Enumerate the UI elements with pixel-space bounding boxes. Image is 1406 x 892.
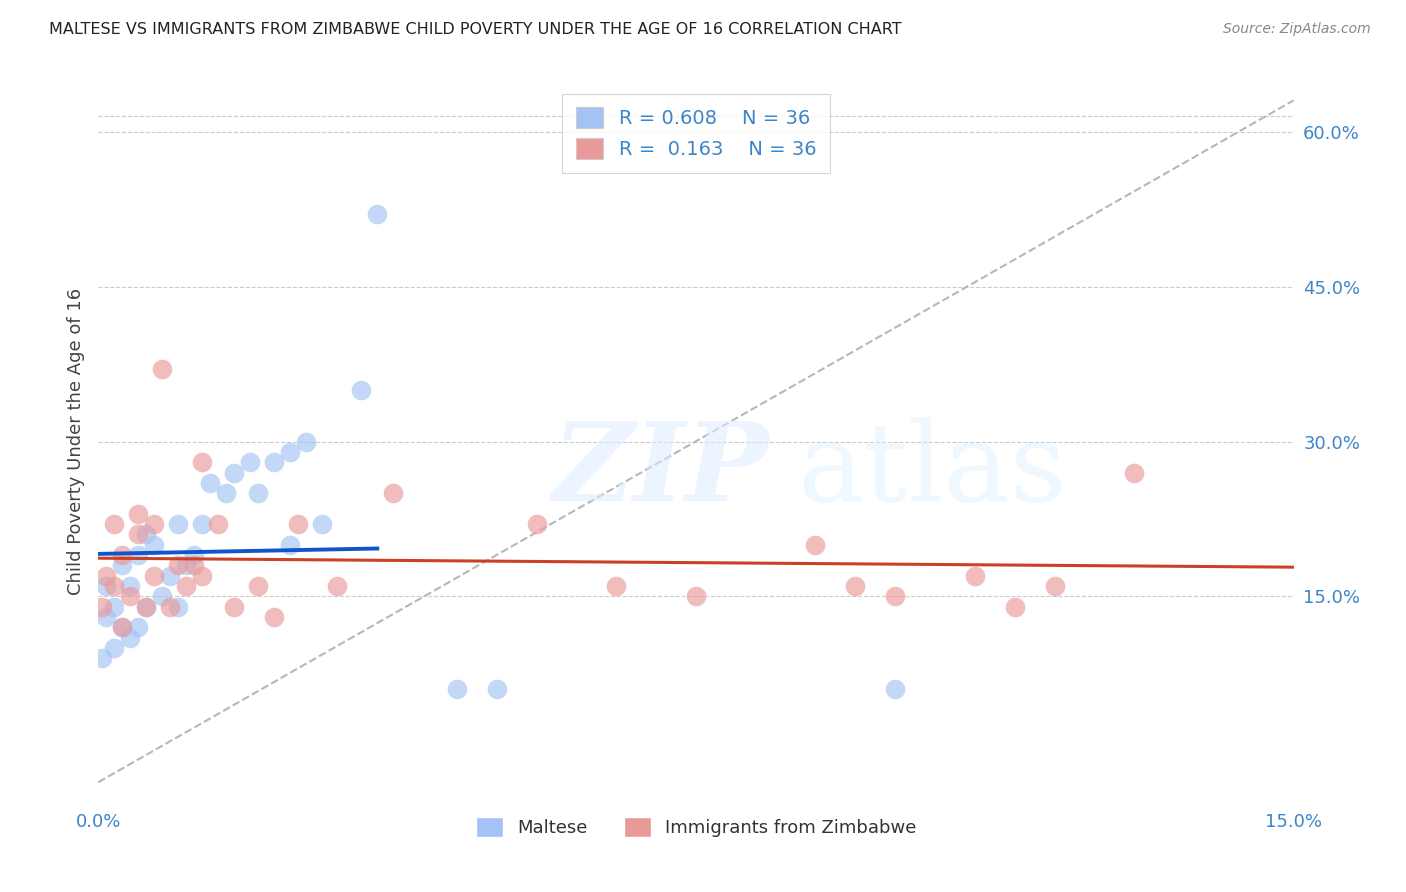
Point — [183, 558, 205, 573]
Point — [198, 475, 221, 490]
Point — [222, 466, 245, 480]
Point — [246, 486, 269, 500]
Point — [127, 527, 149, 541]
Point — [174, 579, 197, 593]
Point — [120, 590, 142, 604]
Point — [103, 579, 125, 593]
Point — [167, 599, 190, 614]
Point — [191, 517, 214, 532]
Point — [183, 548, 205, 562]
Point — [127, 548, 149, 562]
Point — [120, 631, 142, 645]
Point — [884, 590, 907, 604]
Point — [884, 682, 907, 697]
Point — [446, 682, 468, 697]
Point — [150, 362, 173, 376]
Point — [1004, 599, 1026, 614]
Text: atlas: atlas — [797, 417, 1067, 524]
Point — [174, 558, 197, 573]
Legend: Maltese, Immigrants from Zimbabwe: Maltese, Immigrants from Zimbabwe — [468, 810, 924, 845]
Point — [91, 651, 114, 665]
Point — [111, 620, 134, 634]
Point — [246, 579, 269, 593]
Point — [605, 579, 627, 593]
Point — [1123, 466, 1146, 480]
Point — [804, 538, 827, 552]
Point — [103, 599, 125, 614]
Point — [191, 455, 214, 469]
Point — [127, 620, 149, 634]
Point — [526, 517, 548, 532]
Text: ZIP: ZIP — [553, 417, 769, 524]
Point — [350, 383, 373, 397]
Point — [278, 445, 301, 459]
Point — [287, 517, 309, 532]
Point — [96, 579, 118, 593]
Point — [222, 599, 245, 614]
Point — [382, 486, 405, 500]
Point — [167, 517, 190, 532]
Point — [485, 682, 508, 697]
Point — [278, 538, 301, 552]
Text: Source: ZipAtlas.com: Source: ZipAtlas.com — [1223, 22, 1371, 37]
Point — [685, 590, 707, 604]
Point — [96, 610, 118, 624]
Point — [111, 620, 134, 634]
Point — [191, 568, 214, 582]
Y-axis label: Child Poverty Under the Age of 16: Child Poverty Under the Age of 16 — [66, 288, 84, 595]
Point — [135, 599, 157, 614]
Point — [150, 590, 173, 604]
Point — [263, 610, 285, 624]
Point — [366, 207, 388, 221]
Point — [120, 579, 142, 593]
Point — [135, 527, 157, 541]
Point — [103, 640, 125, 655]
Point — [143, 538, 166, 552]
Point — [96, 568, 118, 582]
Point — [111, 548, 134, 562]
Point — [159, 599, 181, 614]
Point — [239, 455, 262, 469]
Point — [311, 517, 333, 532]
Point — [111, 558, 134, 573]
Point — [1043, 579, 1066, 593]
Point — [844, 579, 866, 593]
Point — [167, 558, 190, 573]
Point — [326, 579, 349, 593]
Point — [963, 568, 986, 582]
Point — [91, 599, 114, 614]
Point — [103, 517, 125, 532]
Point — [159, 568, 181, 582]
Point — [143, 568, 166, 582]
Point — [207, 517, 229, 532]
Point — [135, 599, 157, 614]
Point — [215, 486, 238, 500]
Point — [294, 434, 316, 449]
Point — [263, 455, 285, 469]
Text: MALTESE VS IMMIGRANTS FROM ZIMBABWE CHILD POVERTY UNDER THE AGE OF 16 CORRELATIO: MALTESE VS IMMIGRANTS FROM ZIMBABWE CHIL… — [49, 22, 901, 37]
Point — [127, 507, 149, 521]
Point — [143, 517, 166, 532]
